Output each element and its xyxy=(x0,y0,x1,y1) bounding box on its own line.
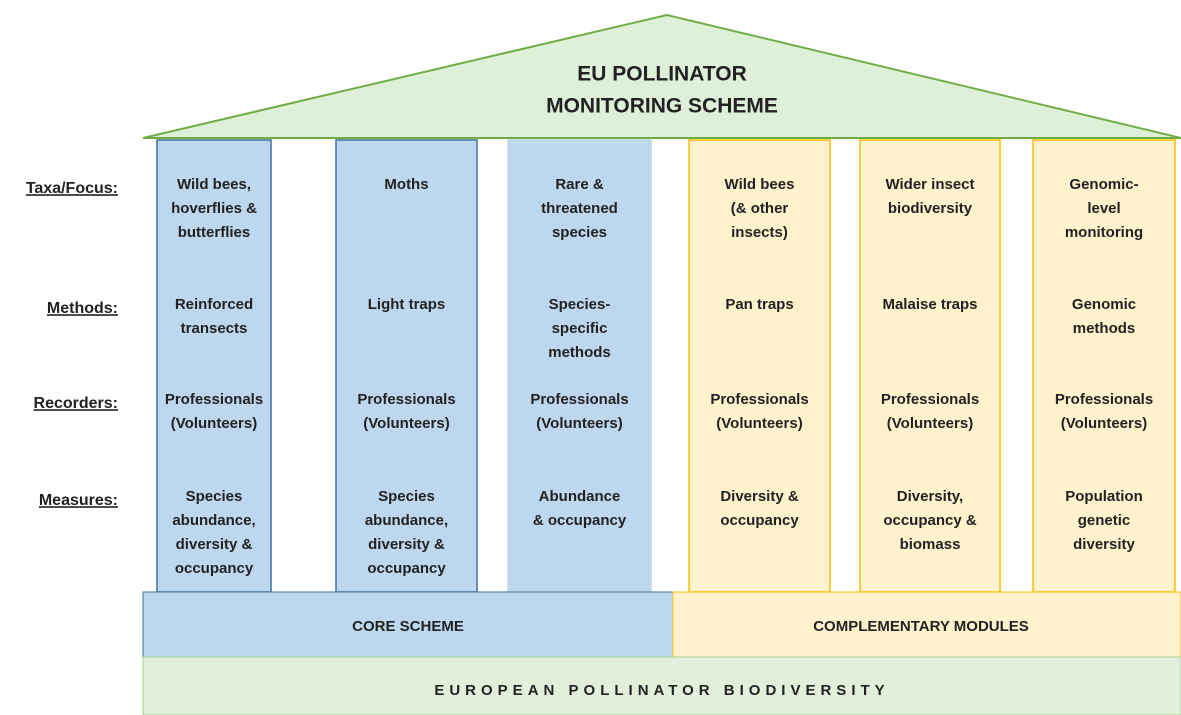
cell-text: Professionals xyxy=(165,391,263,408)
cell-text: Professionals xyxy=(881,391,979,408)
cell-text: Rare & xyxy=(555,176,604,193)
cell-text: & occupancy xyxy=(533,512,627,529)
cell-text: Species xyxy=(378,488,435,505)
pillar xyxy=(688,139,831,593)
cell-text: species xyxy=(552,224,607,241)
title-line: EU POLLINATOR xyxy=(577,63,747,86)
row-label: Recorders: xyxy=(34,395,118,412)
cell-text: Pan traps xyxy=(725,296,793,313)
cell-text: Species- xyxy=(549,296,611,313)
cell-text: hoverflies & xyxy=(171,200,257,217)
cell-text: Wild bees, xyxy=(177,176,251,193)
title-line: MONITORING SCHEME xyxy=(546,95,778,118)
complementary-label: COMPLEMENTARY MODULES xyxy=(813,618,1029,635)
cell-text: occupancy xyxy=(720,512,799,529)
cell-text: Professionals xyxy=(530,391,628,408)
pillar xyxy=(507,139,652,593)
cell-text: Professionals xyxy=(357,391,455,408)
cell-text: (Volunteers) xyxy=(716,415,802,432)
cell-text: Professionals xyxy=(710,391,808,408)
roof xyxy=(142,13,1181,139)
row-label: Measures: xyxy=(39,492,118,509)
cell-text: abundance, xyxy=(365,512,448,529)
cell-text: Genomic xyxy=(1072,296,1136,313)
core-base xyxy=(142,591,674,658)
cell-text: Diversity & xyxy=(720,488,799,505)
cell-text: Genomic- xyxy=(1069,176,1138,193)
cell-text: genetic xyxy=(1078,512,1131,529)
foundation xyxy=(142,656,1181,715)
pillar xyxy=(1032,139,1176,593)
cell-text: methods xyxy=(1073,320,1136,337)
cell-text: (Volunteers) xyxy=(536,415,622,432)
cell-text: butterflies xyxy=(178,224,251,241)
cell-text: biodiversity xyxy=(888,200,973,217)
cell-text: abundance, xyxy=(172,512,255,529)
cell-text: level xyxy=(1087,200,1120,217)
cell-text: diversity & xyxy=(368,536,445,553)
cell-text: insects) xyxy=(731,224,788,241)
cell-text: Wider insect xyxy=(885,176,974,193)
cell-text: specific xyxy=(552,320,608,337)
pillar xyxy=(156,139,272,593)
complementary-base xyxy=(672,591,1181,658)
core-label: CORE SCHEME xyxy=(352,618,464,635)
cell-text: Wild bees xyxy=(725,176,795,193)
cell-text: Light traps xyxy=(368,296,446,313)
row-label: Methods: xyxy=(47,300,118,317)
cell-text: biomass xyxy=(900,536,961,553)
cell-text: (Volunteers) xyxy=(887,415,973,432)
cell-text: Population xyxy=(1065,488,1143,505)
cell-text: (Volunteers) xyxy=(171,415,257,432)
cell-text: monitoring xyxy=(1065,224,1143,241)
row-label: Taxa/Focus: xyxy=(26,180,118,197)
pillar xyxy=(335,139,478,593)
cell-text: Professionals xyxy=(1055,391,1153,408)
cell-text: (& other xyxy=(731,200,789,217)
cell-text: methods xyxy=(548,344,611,361)
cell-text: occupancy xyxy=(175,560,254,577)
cell-text: (Volunteers) xyxy=(1061,415,1147,432)
cell-text: Malaise traps xyxy=(882,296,977,313)
cell-text: Diversity, xyxy=(897,488,963,505)
cell-text: Species xyxy=(186,488,243,505)
pillar xyxy=(859,139,1001,593)
cell-text: Abundance xyxy=(539,488,621,505)
cell-text: diversity & xyxy=(176,536,253,553)
cell-text: Reinforced xyxy=(175,296,253,313)
cell-text: diversity xyxy=(1073,536,1135,553)
cell-text: (Volunteers) xyxy=(363,415,449,432)
cell-text: threatened xyxy=(541,200,618,217)
cell-text: occupancy xyxy=(367,560,446,577)
cell-text: Moths xyxy=(384,176,428,193)
cell-text: transects xyxy=(181,320,248,337)
cell-text: occupancy & xyxy=(883,512,977,529)
foundation-label: EUROPEAN POLLINATOR BIODIVERSITY xyxy=(434,682,889,699)
